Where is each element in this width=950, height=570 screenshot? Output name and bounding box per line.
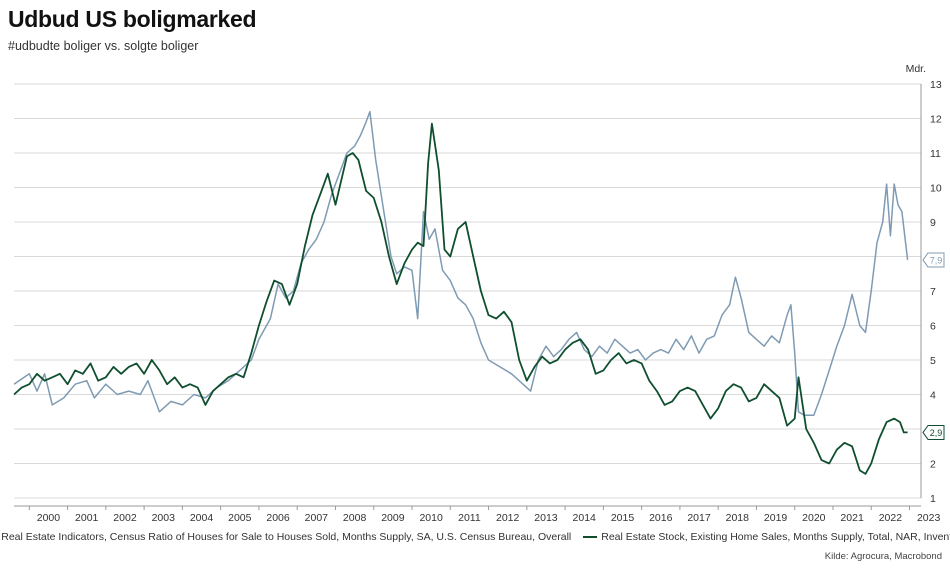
x-tick-label-2023: 2023 <box>917 512 941 524</box>
y-tick-label-13: 13 <box>930 79 942 91</box>
y-tick-label-1: 1 <box>930 493 936 505</box>
y-tick-labels: 12345678910111213 <box>930 79 942 505</box>
y-tick-label-6: 6 <box>930 321 936 333</box>
x-tick-label-2013: 2013 <box>534 512 558 524</box>
x-tick-label-2006: 2006 <box>266 512 290 524</box>
x-tick-label-2015: 2015 <box>611 512 635 524</box>
y-tick-label-9: 9 <box>930 217 936 229</box>
y-tick-label-7: 7 <box>930 286 936 298</box>
end-label-text-1: 2,9 <box>930 428 943 438</box>
x-tick-label-2004: 2004 <box>190 512 214 524</box>
end-label-box-0 <box>922 252 945 268</box>
x-tick-label-2003: 2003 <box>152 512 176 524</box>
x-tick-label-2020: 2020 <box>802 512 826 524</box>
x-tick-label-2007: 2007 <box>305 512 329 524</box>
x-tick-label-2009: 2009 <box>381 512 405 524</box>
legend-label-existing-home-sales: Real Estate Stock, Existing Home Sales, … <box>601 531 950 543</box>
y-tick-label-5: 5 <box>930 355 936 367</box>
end-label-0: 7,9 <box>922 252 945 268</box>
x-tick-label-2021: 2021 <box>840 512 864 524</box>
series-lines <box>13 110 909 475</box>
legend-item-existing-home-sales: Real Estate Stock, Existing Home Sales, … <box>583 531 950 543</box>
y-tick-label-10: 10 <box>930 183 942 195</box>
x-tick-label-2011: 2011 <box>458 512 481 524</box>
x-tick-label-2005: 2005 <box>228 512 252 524</box>
x-tick-label-2019: 2019 <box>764 512 788 524</box>
x-tick-label-2000: 2000 <box>37 512 61 524</box>
y-axis-label: Mdr. <box>906 63 926 75</box>
legend-swatch-existing-home-sales <box>583 536 598 538</box>
x-tick-label-2014: 2014 <box>573 512 597 524</box>
y-tick-label-11: 11 <box>930 148 941 160</box>
x-tick-label-2017: 2017 <box>687 512 711 524</box>
y-tick-label-4: 4 <box>930 390 936 402</box>
grid-lines <box>14 83 921 499</box>
x-tick-labels: 2000 2001 2002 2003 2004 2005 2006 2007 2008 2009… <box>28 506 941 524</box>
legend-label-census-ratio: Real Estate Indicators, Census Ratio of … <box>1 531 572 543</box>
x-tick-label-2022: 2022 <box>879 512 903 524</box>
end-value-labels: 7,9 2,9 <box>922 252 945 440</box>
legend: Real Estate Indicators, Census Ratio of … <box>0 531 950 543</box>
end-label-1: 2,9 <box>922 424 945 440</box>
end-label-text-0: 7,9 <box>930 255 943 265</box>
axes <box>14 84 922 507</box>
x-tick-label-2010: 2010 <box>419 512 443 524</box>
x-tick-label-2008: 2008 <box>343 512 367 524</box>
x-tick-label-2012: 2012 <box>496 512 520 524</box>
chart-subtitle: #udbudte boliger vs. solgte boliger <box>8 39 199 53</box>
chart-title: Udbud US boligmarked <box>8 6 257 32</box>
source-note: Kilde: Agrocura, Macrobond <box>824 551 942 562</box>
x-tick-label-2018: 2018 <box>726 512 750 524</box>
end-label-box-1 <box>922 424 945 440</box>
x-tick-label-2001: 2001 <box>75 512 99 524</box>
series-line-0 <box>13 110 909 416</box>
legend-item-census-ratio: Real Estate Indicators, Census Ratio of … <box>0 531 571 543</box>
y-tick-label-2: 2 <box>930 459 936 471</box>
x-tick-label-2016: 2016 <box>649 512 673 524</box>
x-tick-label-2002: 2002 <box>113 512 137 524</box>
y-tick-label-12: 12 <box>930 114 942 126</box>
series-line-1 <box>13 122 908 475</box>
